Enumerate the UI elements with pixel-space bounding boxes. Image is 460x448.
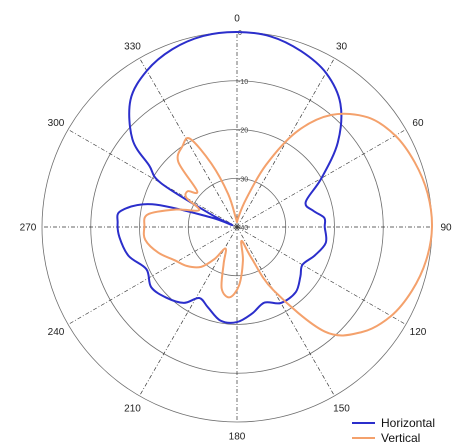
angle-tick-label: 0: [234, 14, 240, 25]
series-layer: [116, 30, 434, 337]
angle-tick-label: 210: [124, 403, 141, 414]
angle-tick-label: 120: [410, 327, 427, 338]
radial-tick-label: 0: [238, 30, 242, 37]
angular-grid: [42, 32, 432, 422]
angle-tick-label: 240: [48, 327, 65, 338]
angle-tick-label: 270: [20, 223, 37, 234]
radial-tick-labels: 0 -10 -20 -30 -40: [238, 30, 248, 232]
series-line-horizontal: [116, 30, 343, 324]
grid-spoke: [236, 226, 407, 325]
grid-spoke: [236, 226, 335, 397]
radial-tick-label: -30: [238, 176, 248, 183]
angle-tick-labels: 0 30 60 90 120 150 180 210 240 270 300 330: [20, 14, 452, 443]
legend-label-vertical: Vertical: [381, 431, 420, 445]
angle-tick-label: 90: [440, 223, 452, 234]
grid-spoke: [236, 57, 335, 228]
series-line-vertical: [142, 112, 434, 337]
radial-tick-label: -40: [238, 225, 248, 232]
grid-spoke: [67, 129, 238, 228]
grid-spoke: [236, 129, 407, 228]
radial-tick-label: -10: [238, 79, 248, 86]
angle-tick-label: 330: [124, 42, 141, 53]
angle-tick-label: 60: [412, 118, 424, 129]
angle-tick-label: 150: [333, 403, 350, 414]
grid-spoke: [139, 226, 238, 397]
angle-tick-label: 30: [336, 42, 348, 53]
radial-tick-label: -20: [238, 128, 248, 135]
angle-tick-label: 180: [229, 432, 246, 443]
grid-ring: [139, 129, 335, 325]
legend: Horizontal Vertical: [352, 416, 435, 445]
legend-label-horizontal: Horizontal: [381, 416, 435, 430]
grid-spoke: [67, 226, 238, 325]
angle-tick-label: 300: [48, 118, 65, 129]
grid-spoke: [139, 57, 238, 228]
